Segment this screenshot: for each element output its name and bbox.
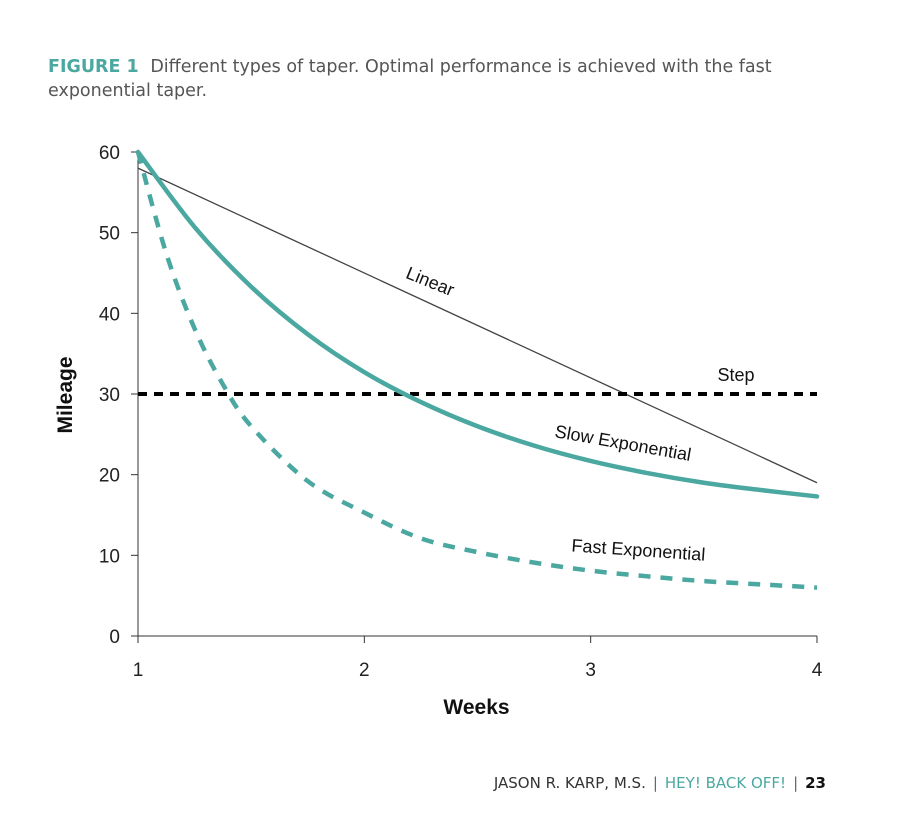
footer-separator: | — [652, 774, 658, 792]
chart-series — [135, 149, 820, 590]
footer-separator-2: | — [793, 774, 799, 792]
x-tick-label: 4 — [812, 660, 823, 681]
x-axis-title: Weeks — [443, 696, 509, 719]
chart-axes: 0 10 20 30 40 50 60 1 2 3 4 Weeks Mileage — [54, 143, 823, 719]
footer-book-title: HEY! BACK OFF! — [664, 774, 787, 792]
y-tick-label: 20 — [99, 466, 120, 487]
footer-author: JASON R. KARP, M.S. — [493, 774, 646, 792]
series-label-step: Step — [717, 365, 754, 385]
series-line-fast-exponential — [135, 151, 818, 590]
figure-caption: FIGURE 1 Different types of taper. Optim… — [48, 55, 838, 103]
series-label-fast-exponential: Fast Exponential — [571, 535, 706, 564]
y-tick-label: 0 — [109, 627, 120, 648]
page-footer: JASON R. KARP, M.S. | HEY! BACK OFF! | 23 — [494, 774, 826, 792]
figure-caption-text: Different types of taper. Optimal perfor… — [48, 57, 772, 101]
series-line-slow-exponential — [135, 149, 820, 499]
y-tick-label: 60 — [99, 143, 120, 164]
x-tick-label: 3 — [585, 660, 596, 681]
y-tick-label: 30 — [99, 385, 120, 406]
y-axis-title: Mileage — [54, 356, 77, 433]
y-tick-label: 10 — [99, 546, 120, 567]
x-tick-label: 1 — [133, 660, 144, 681]
x-tick-label: 2 — [359, 660, 370, 681]
footer-page-number: 23 — [805, 774, 826, 792]
series-line-linear — [137, 167, 818, 484]
y-tick-label: 50 — [99, 224, 120, 245]
y-tick-label: 40 — [99, 304, 120, 325]
figure-label: FIGURE 1 — [48, 57, 139, 77]
